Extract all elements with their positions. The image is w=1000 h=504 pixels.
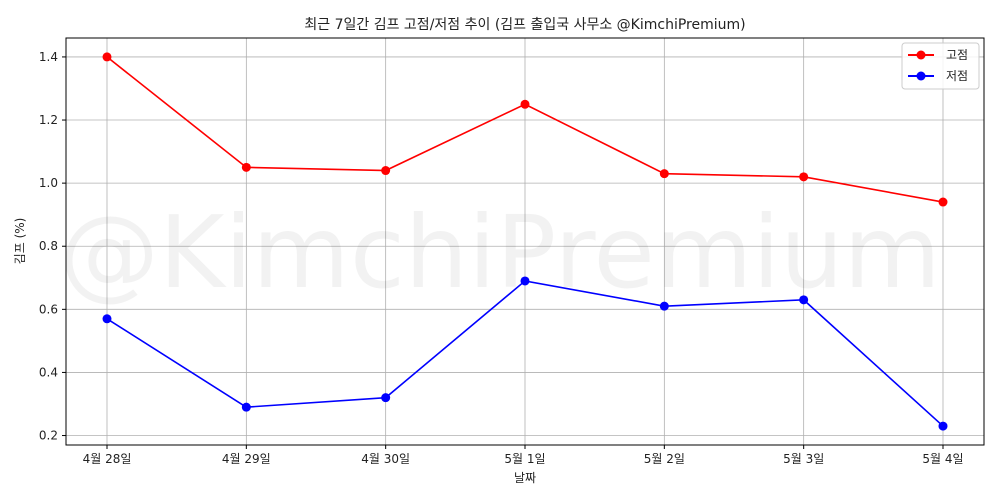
data-point [241,402,251,412]
legend-label-high: 고점 [946,48,968,62]
y-tick-label: 0.4 [39,365,58,379]
y-tick-label: 0.8 [39,239,58,253]
y-tick-label: 1.2 [39,113,58,127]
y-tick-label: 1.4 [39,50,58,64]
x-tick-label: 5월 1일 [504,452,545,466]
data-point [938,197,948,207]
x-tick-label: 4월 29일 [222,452,271,466]
x-tick-label: 5월 3일 [783,452,824,466]
data-point [520,99,530,109]
x-tick-label: 4월 28일 [83,452,132,466]
legend-label-low: 저점 [946,69,968,83]
data-point [381,166,391,176]
data-point [659,301,669,311]
x-axis: 4월 28일 4월 29일 4월 30일 5월 1일 5월 2일 5월 3일 5월 4일 [83,445,964,466]
data-point [659,169,669,179]
data-point [938,421,948,431]
data-point [799,295,809,305]
watermark-text: @KimchiPremium [59,194,941,311]
data-point [102,314,112,324]
x-tick-label: 5월 2일 [644,452,685,466]
chart-title: 최근 7일간 김프 고점/저점 추이 (김프 출입국 사무소 @KimchiPr… [304,17,745,33]
y-tick-label: 1.0 [39,176,58,190]
x-tick-label: 4월 30일 [361,452,410,466]
y-axis-label: 김프 (%) [13,218,27,265]
data-point [241,162,251,172]
x-axis-label: 날짜 [514,471,536,485]
legend-marker-low [916,71,926,81]
legend-marker-high [916,50,926,60]
y-axis: 0.2 0.4 0.6 0.8 1.0 1.2 1.4 [39,50,66,443]
legend: 고점 저점 [901,42,980,90]
series-layer [102,52,948,431]
y-tick-label: 0.2 [39,429,58,443]
data-point [520,276,530,286]
x-tick-label: 5월 4일 [922,452,963,466]
y-tick-label: 0.6 [39,302,58,316]
data-point [799,172,809,182]
data-point [381,393,391,403]
data-point [102,52,112,62]
